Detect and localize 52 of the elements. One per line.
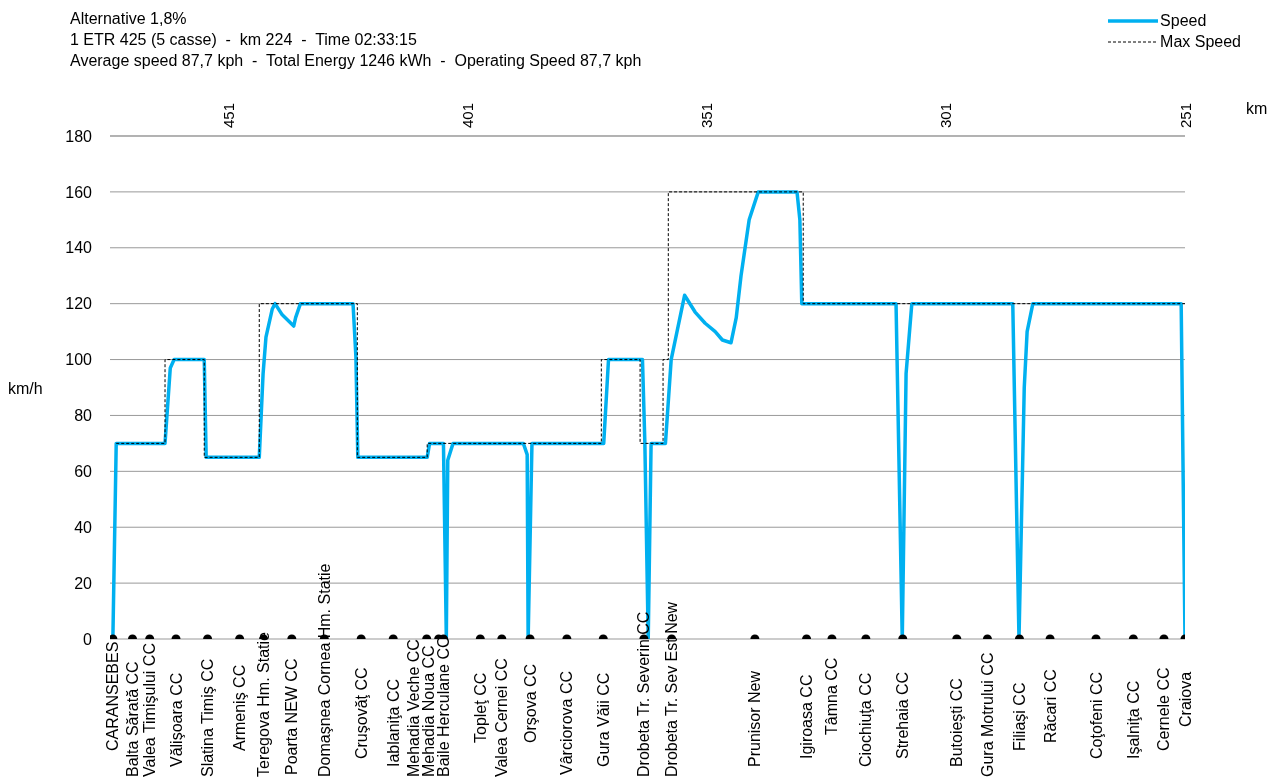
annotation: Orşova CC (521, 663, 539, 743)
y-tick-label: 60 (74, 463, 93, 481)
y-tick-label: 160 (65, 183, 93, 201)
annotation: Iablaniţa CC (384, 678, 402, 767)
annotation: CARANSEBES (104, 641, 122, 751)
x-tick-label: 401 (458, 102, 476, 128)
x-axis-title: km (1246, 99, 1268, 117)
annotation: Prunisor New (746, 670, 764, 767)
annotation: Slatina Timiş CC (199, 658, 217, 777)
annotation: Vălişoara CC (167, 672, 185, 767)
x-tick-label: 451 (219, 102, 237, 128)
y-tick-label: 100 (65, 351, 93, 369)
annotation: Drobeta Tr. Severin CC (635, 611, 653, 777)
annotation: Ciochiuţa CC (857, 672, 875, 767)
y-tick-label: 0 (83, 630, 93, 648)
annotation: Işalniţa CC (1124, 680, 1142, 759)
annotation: Tâmna CC (823, 657, 841, 735)
chart-title: Alternative 1,8% (70, 9, 188, 29)
annotation: Răcari CC (1041, 669, 1059, 743)
annotation: Cruşovăţ CC (352, 667, 370, 759)
chart-subtitle: 1 ETR 425 (5 casse) - km 224 - Time 02:33:15 Average speed 87,7 kph - Total Energy 1246 kWh - Operating Speed 87,7 kph (70, 30, 642, 71)
annotation: Poarta NEW CC (283, 658, 301, 775)
legend-label: Speed (1160, 11, 1207, 31)
x-tick-label: 251 (1176, 102, 1194, 128)
y-tick-label: 180 (65, 127, 93, 145)
annotation: Coţofeni CC (1087, 671, 1105, 759)
annotation: Topleţ CC (471, 672, 489, 743)
x-tick-label: 351 (698, 102, 716, 128)
annotation: Filiaşi CC (1010, 682, 1028, 751)
annotation: Igiroasa CC (798, 674, 816, 759)
y-axis-title: km/h (8, 380, 43, 397)
annotation: Valea Timişului CC (141, 643, 159, 777)
annotation: Mehadia Noua CC (419, 645, 437, 777)
y-tick-label: 120 (65, 295, 93, 313)
annotation: Balta Sărată CC (123, 661, 141, 777)
y-tick-label: 20 (74, 574, 93, 592)
annotation: Craiova (1176, 671, 1194, 727)
legend-label: Max Speed (1160, 32, 1241, 52)
y-tick-label: 140 (65, 239, 93, 257)
annotation: Gura Motrului CC (978, 652, 996, 777)
annotation: Gura Văii CC (594, 672, 612, 767)
annotation: Valea Cernei CC (493, 658, 511, 777)
y-tick-label: 80 (74, 407, 93, 425)
x-tick-label: 301 (937, 102, 955, 128)
annotation: Butoieşti CC (948, 678, 966, 767)
annotation: Strehaia CC (894, 671, 912, 759)
annotation: Drobeta Tr. Sev Est New (663, 601, 681, 777)
annotation: Armeniş CC (231, 664, 249, 751)
y-tick-label: 40 (74, 518, 93, 536)
annotation: Mehadia Veche CC (404, 639, 422, 777)
annotation: Vârciorova CC (558, 670, 576, 775)
annotation: Cernele CC (1155, 667, 1173, 751)
